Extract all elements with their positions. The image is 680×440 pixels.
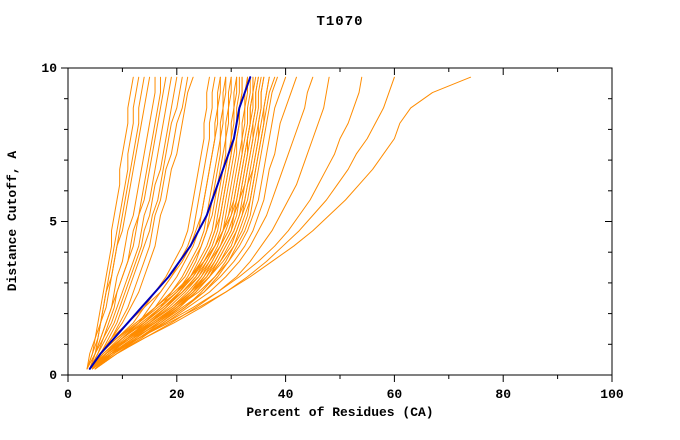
- model-curves-layer: [86, 76, 472, 370]
- x-tick-label: 0: [64, 387, 72, 402]
- x-tick-label: 80: [495, 387, 511, 402]
- x-tick-label: 20: [169, 387, 185, 402]
- model-curve-44: [94, 76, 330, 370]
- model-curve-40: [91, 76, 278, 370]
- chart-title: T1070: [316, 14, 363, 30]
- model-curve-31: [89, 76, 257, 370]
- model-curve-9: [91, 76, 183, 370]
- model-curve-1: [86, 76, 134, 370]
- model-curve-41: [89, 76, 287, 370]
- model-curve-14: [89, 76, 216, 370]
- model-curve-5: [89, 76, 161, 370]
- model-curve-8: [89, 76, 178, 370]
- model-curve-46: [94, 76, 395, 370]
- y-tick-label: 10: [41, 61, 57, 76]
- model-curve-43: [89, 76, 314, 370]
- model-curve-6: [86, 76, 167, 370]
- x-tick-label: 100: [600, 387, 624, 402]
- model-curve-34: [89, 76, 262, 370]
- model-curve-13: [89, 76, 210, 370]
- highlighted-model-curve: [88, 76, 252, 370]
- model-curve-45: [89, 76, 363, 370]
- y-axis-label: Distance Cutoff, A: [5, 151, 20, 292]
- x-tick-label: 40: [278, 387, 294, 402]
- model-curve-32: [89, 76, 259, 370]
- model-curve-7: [89, 76, 172, 370]
- x-axis-label: Percent of Residues (CA): [246, 405, 433, 420]
- x-tick-label: 60: [387, 387, 403, 402]
- model-curve-12: [89, 76, 194, 370]
- model-curve-10: [89, 76, 189, 370]
- model-curve-11: [86, 76, 140, 370]
- y-tick-label: 0: [49, 368, 57, 383]
- model-curve-28: [89, 76, 251, 370]
- model-curve-47: [89, 76, 472, 370]
- y-tick-label: 5: [49, 215, 57, 230]
- model-curve-39: [89, 76, 276, 370]
- model-curve-42: [94, 76, 297, 370]
- axes-layer: 0 20 40 60 80 100 0 5 10: [41, 61, 624, 402]
